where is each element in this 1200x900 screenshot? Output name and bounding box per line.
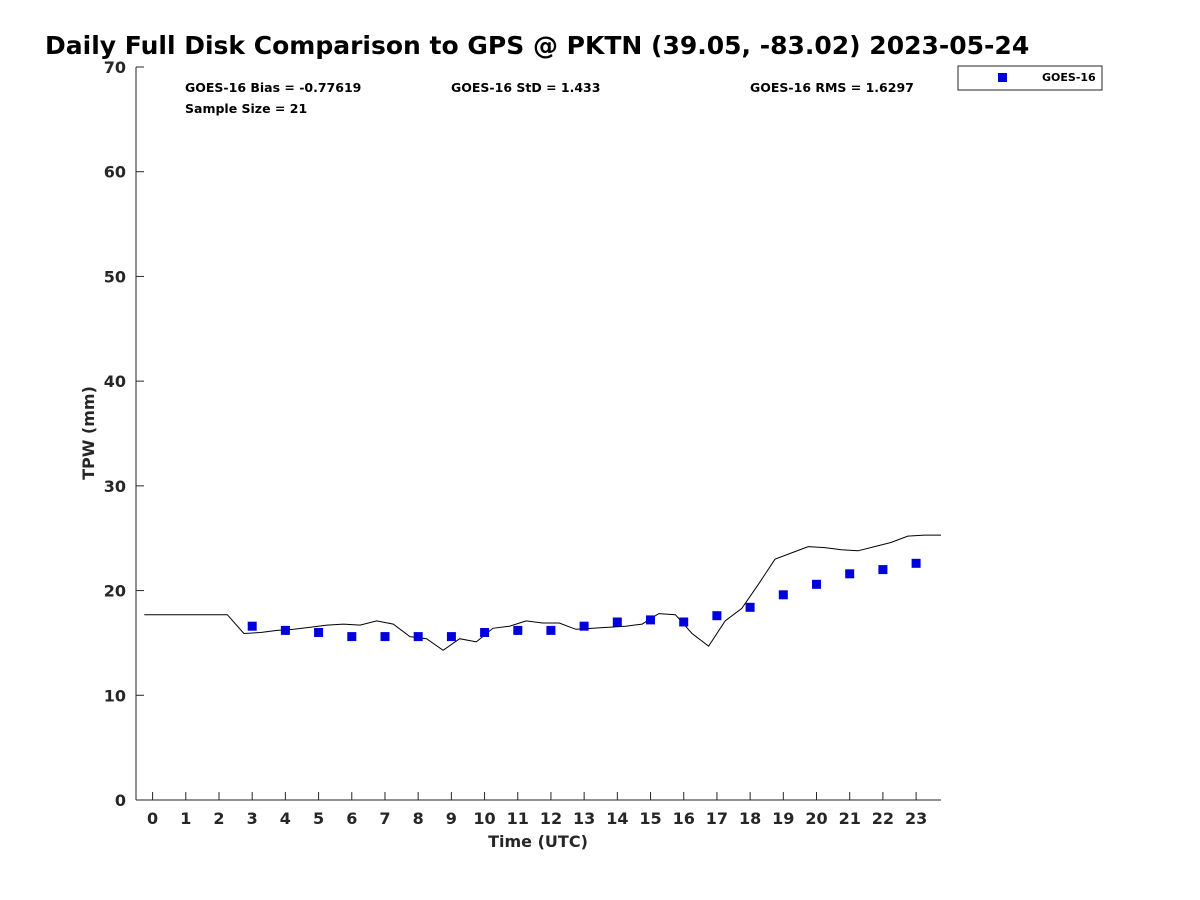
legend-marker: [998, 73, 1007, 82]
data-point: [845, 569, 855, 579]
data-point: [546, 625, 556, 635]
axes: [135, 67, 941, 801]
data-point: [712, 611, 722, 621]
x-tick-label: 3: [247, 809, 258, 828]
data-point: [446, 632, 456, 642]
data-point: [314, 628, 324, 637]
x-axis-label: Time (UTC): [488, 832, 588, 851]
legend-box: [957, 65, 1103, 91]
y-tick-label: 60: [104, 163, 126, 182]
data-point: [878, 565, 888, 575]
x-tick-label: 15: [639, 809, 661, 828]
legend: GOES-16: [957, 65, 1103, 91]
bias-stat: GOES-16 Bias = -0.77619: [185, 80, 361, 95]
x-tick-label: 11: [507, 809, 529, 828]
x-tick-label: 16: [673, 809, 695, 828]
data-point: [513, 625, 523, 635]
x-tick-label: 5: [313, 809, 324, 828]
x-tick-label: 2: [213, 809, 224, 828]
data-point: [745, 602, 755, 612]
x-tick-label: 8: [413, 809, 424, 828]
data-point: [480, 628, 490, 637]
x-tick-label: 12: [540, 809, 562, 828]
y-tick-label: 40: [104, 372, 126, 391]
x-tick-label: 4: [280, 809, 291, 828]
gps-line: [144, 534, 941, 651]
goes-16-points: [247, 558, 921, 642]
data-point: [579, 621, 589, 631]
data-point: [347, 632, 357, 642]
data-point: [646, 615, 655, 625]
data-point: [280, 625, 290, 635]
x-tick-label: 0: [147, 809, 158, 828]
x-tick-label: 10: [473, 809, 495, 828]
y-tick-label: 0: [115, 791, 126, 810]
y-tick-label: 30: [104, 477, 126, 496]
y-tick-label: 50: [104, 267, 126, 286]
data-point: [247, 621, 257, 631]
x-tick-label: 18: [739, 809, 761, 828]
data-point: [679, 617, 689, 627]
x-tick-label: 21: [839, 809, 861, 828]
std-stat: GOES-16 StD = 1.433: [451, 80, 600, 95]
y-tick-label: 20: [104, 582, 126, 601]
y-tick-label: 70: [104, 58, 126, 77]
x-tick-label: 9: [446, 809, 457, 828]
data-point: [911, 558, 921, 568]
y-axis-label: TPW (mm): [79, 386, 98, 480]
x-tick-label: 19: [772, 809, 794, 828]
data-point: [413, 632, 423, 642]
x-ticks: 0 1 2 3 4 5 6 7 8 9 10 11 12 13 14 15 16 17 18 19 20 21 22 23: [147, 792, 927, 828]
x-tick-label: 13: [573, 809, 595, 828]
x-tick-label: 14: [606, 809, 628, 828]
x-tick-label: 23: [905, 809, 927, 828]
legend-label: GOES-16: [1042, 71, 1096, 84]
x-tick-label: 6: [346, 809, 357, 828]
x-tick-label: 7: [379, 809, 390, 828]
x-tick-label: 22: [872, 809, 894, 828]
rms-stat: GOES-16 RMS = 1.6297: [750, 80, 914, 95]
data-point: [612, 617, 622, 627]
x-tick-label: 1: [180, 809, 191, 828]
data-point: [778, 590, 788, 600]
data-point: [380, 632, 390, 642]
x-tick-label: 20: [805, 809, 827, 828]
sample-size-stat: Sample Size = 21: [185, 101, 307, 116]
y-ticks: 0 10 20 30 40 50 60 70: [104, 58, 144, 810]
data-point: [812, 579, 821, 589]
y-tick-label: 10: [104, 686, 126, 705]
x-tick-label: 17: [706, 809, 728, 828]
series-line: [144, 534, 941, 651]
chart-title: Daily Full Disk Comparison to GPS @ PKTN…: [45, 31, 1029, 60]
